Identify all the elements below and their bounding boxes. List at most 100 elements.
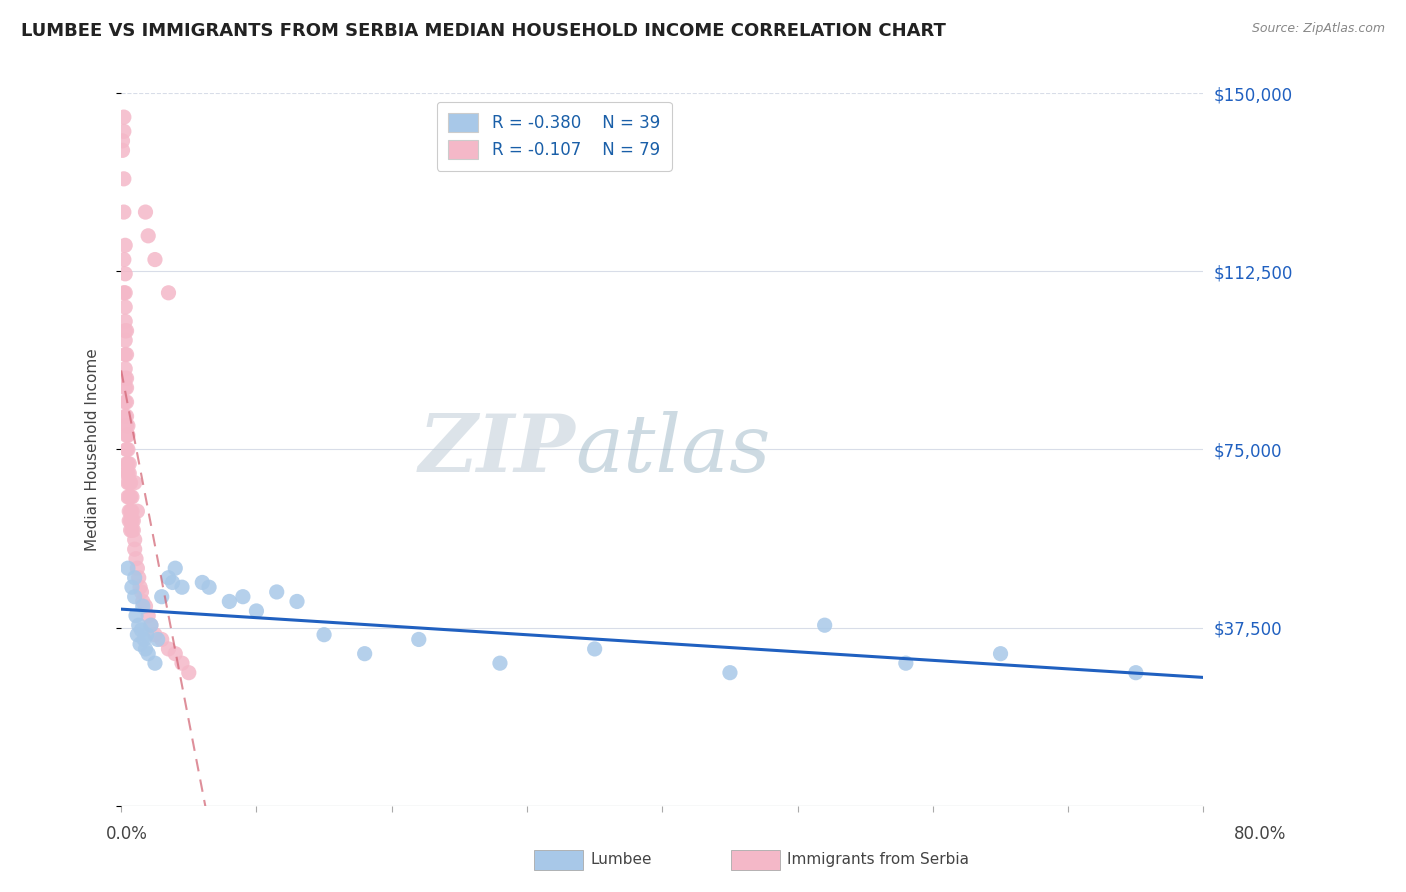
Point [117, 442, 139, 457]
Point [117, 467, 139, 481]
Point [157, 285, 180, 300]
Point [121, 514, 143, 528]
Point [583, 642, 606, 657]
Point [114, 324, 136, 338]
Point [285, 594, 308, 608]
Point [118, 504, 141, 518]
Point [139, 618, 162, 632]
Point [122, 514, 145, 528]
Point [157, 642, 180, 657]
Point [157, 571, 180, 585]
Point [266, 585, 288, 599]
Point [143, 656, 166, 670]
Point [136, 228, 159, 243]
Point [139, 618, 162, 632]
Point [115, 395, 138, 409]
Point [114, 381, 136, 395]
Point [134, 599, 156, 614]
Point [121, 580, 143, 594]
Point [165, 561, 187, 575]
Point [134, 632, 156, 647]
Point [118, 490, 141, 504]
Point [117, 490, 139, 504]
Point [117, 457, 139, 471]
Point [135, 628, 157, 642]
Point [121, 523, 143, 537]
Point [112, 171, 135, 186]
Text: Source: ZipAtlas.com: Source: ZipAtlas.com [1251, 22, 1385, 36]
Point [125, 608, 148, 623]
Point [114, 371, 136, 385]
Point [111, 144, 134, 158]
Point [990, 647, 1012, 661]
Point [114, 333, 136, 347]
Point [489, 656, 512, 670]
Point [117, 475, 139, 490]
Point [118, 514, 141, 528]
Point [124, 533, 146, 547]
Point [136, 647, 159, 661]
Point [191, 575, 214, 590]
Point [198, 580, 221, 594]
Point [127, 628, 149, 642]
Point [165, 647, 187, 661]
Point [120, 504, 142, 518]
Point [115, 442, 138, 457]
Point [112, 124, 135, 138]
Point [114, 347, 136, 361]
Point [894, 656, 917, 670]
Point [814, 618, 837, 632]
Point [353, 647, 375, 661]
Point [1125, 665, 1147, 680]
Text: LUMBEE VS IMMIGRANTS FROM SERBIA MEDIAN HOUSEHOLD INCOME CORRELATION CHART: LUMBEE VS IMMIGRANTS FROM SERBIA MEDIAN … [21, 22, 946, 40]
Point [131, 623, 153, 637]
Point [114, 300, 136, 314]
Point [132, 594, 155, 608]
Point [120, 523, 142, 537]
Text: Immigrants from Serbia: Immigrants from Serbia [787, 853, 969, 867]
Point [129, 580, 152, 594]
Point [115, 418, 138, 433]
Point [115, 467, 138, 481]
Text: atlas: atlas [575, 410, 770, 488]
Point [117, 418, 139, 433]
Point [118, 475, 141, 490]
Point [114, 314, 136, 328]
Point [128, 571, 150, 585]
Point [124, 590, 146, 604]
Point [115, 324, 138, 338]
Point [114, 267, 136, 281]
Point [114, 409, 136, 424]
Point [122, 523, 145, 537]
Point [118, 467, 141, 481]
Point [118, 457, 141, 471]
Point [114, 395, 136, 409]
Point [117, 428, 139, 442]
Point [125, 551, 148, 566]
Point [121, 490, 143, 504]
Point [170, 580, 193, 594]
Point [143, 252, 166, 267]
Point [115, 347, 138, 361]
Point [127, 561, 149, 575]
Point [115, 428, 138, 442]
Point [134, 642, 156, 657]
Point [120, 475, 142, 490]
Point [128, 618, 150, 632]
Point [232, 590, 254, 604]
Point [112, 285, 135, 300]
Point [134, 205, 156, 219]
Point [117, 561, 139, 575]
Point [177, 665, 200, 680]
Point [718, 665, 741, 680]
Point [129, 637, 152, 651]
Point [170, 656, 193, 670]
Point [111, 134, 134, 148]
Point [120, 490, 142, 504]
Point [127, 504, 149, 518]
Point [114, 238, 136, 252]
Point [115, 381, 138, 395]
Point [245, 604, 267, 618]
Text: ZIP: ZIP [419, 410, 575, 488]
Point [131, 585, 153, 599]
